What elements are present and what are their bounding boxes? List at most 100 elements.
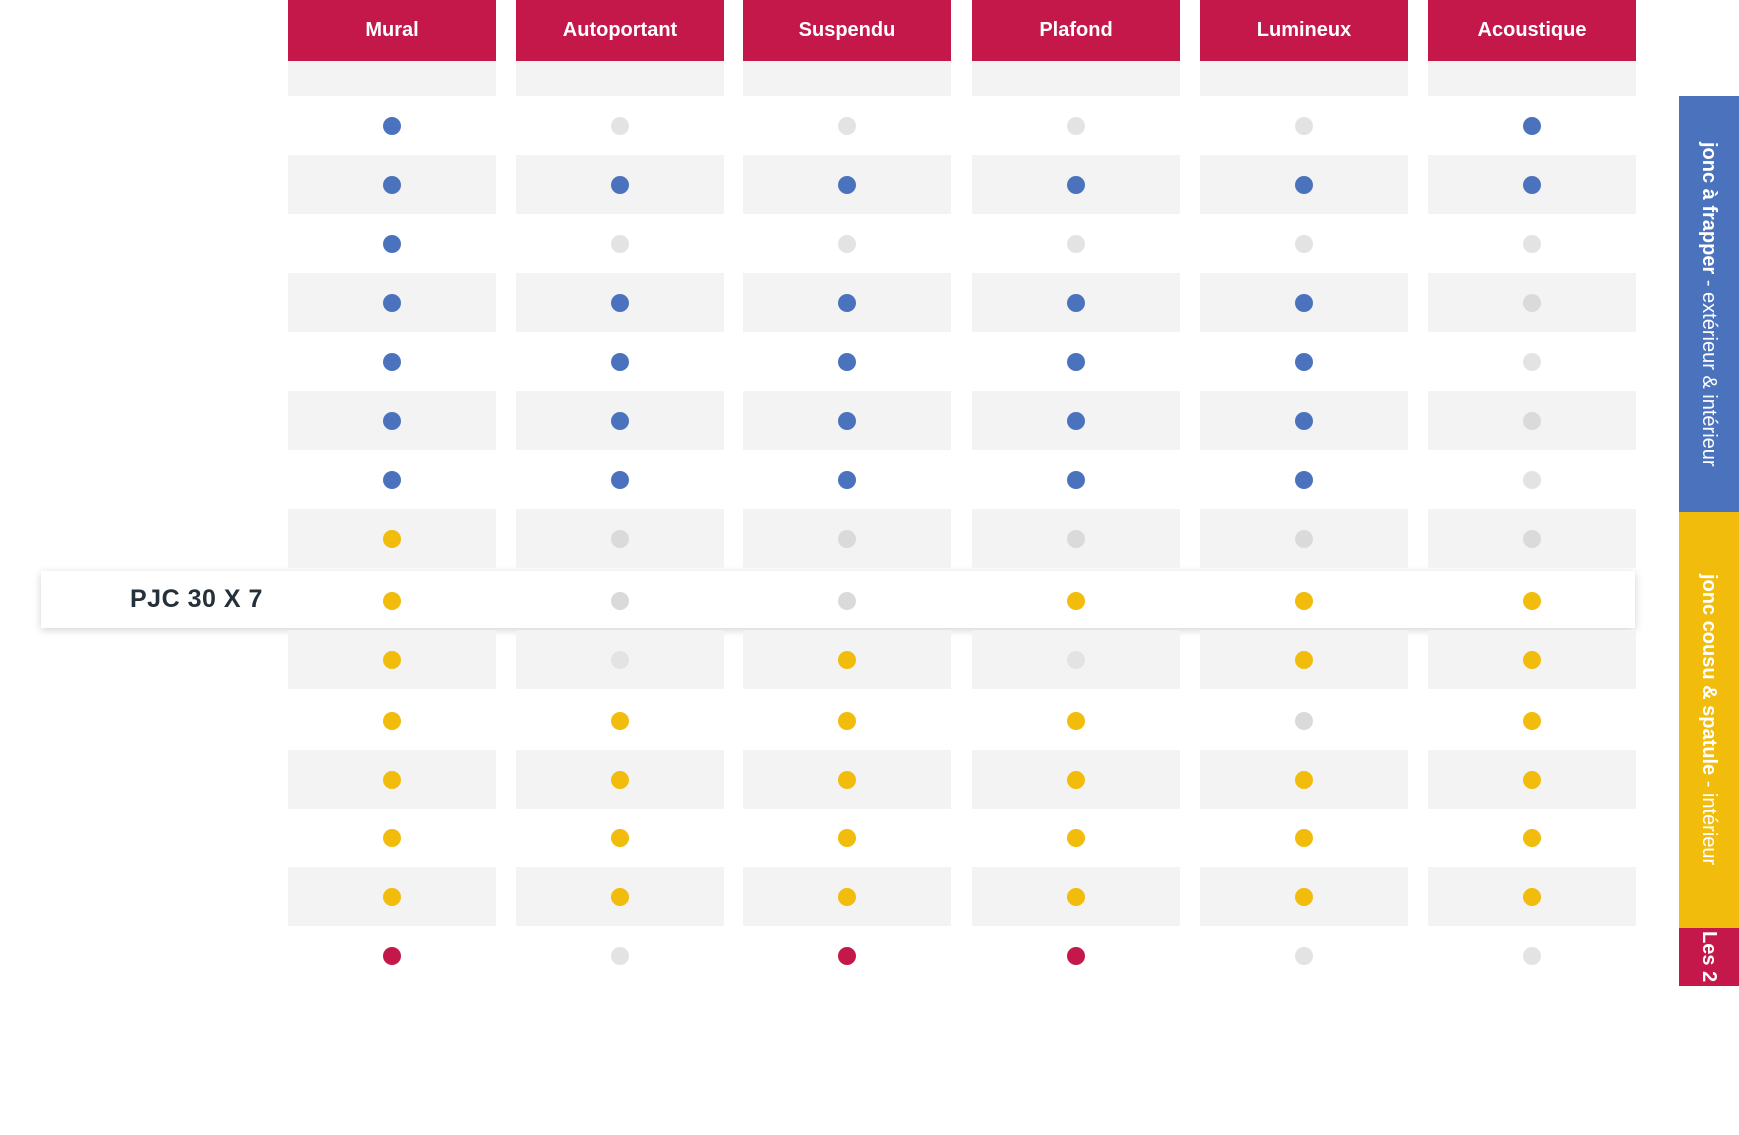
side-tab-label: jonc à frapper - extérieur & intérieur xyxy=(1697,142,1721,467)
status-dot-grey xyxy=(611,116,629,135)
side-tab-label-bold: jonc à frapper xyxy=(1698,141,1720,274)
column-subheader xyxy=(288,61,496,96)
table-cell xyxy=(288,867,496,926)
status-dot-grey xyxy=(611,650,629,669)
table-cell xyxy=(288,926,496,985)
status-dot-grey xyxy=(838,116,856,135)
table-cell xyxy=(743,96,951,155)
status-dot-grey xyxy=(838,234,856,253)
status-dot-blue xyxy=(1295,411,1313,430)
table-cell xyxy=(288,96,496,155)
table-cell xyxy=(743,750,951,809)
table-cell xyxy=(972,509,1180,568)
table-cell xyxy=(743,808,951,867)
table-cell xyxy=(743,691,951,750)
table-cell xyxy=(1200,750,1408,809)
table-cell xyxy=(1200,691,1408,750)
table-cell xyxy=(1428,926,1636,985)
column-subheader xyxy=(516,61,724,96)
side-tab-les-2[interactable]: Les 2 xyxy=(1679,928,1739,986)
table-cell xyxy=(288,214,496,273)
status-dot-grey xyxy=(1295,234,1313,253)
column-acoustique: Acoustique xyxy=(1428,0,1636,96)
table-cell xyxy=(1428,691,1636,750)
status-dot-yellow xyxy=(1523,650,1541,669)
status-dot-blue xyxy=(1295,175,1313,194)
table-cell xyxy=(516,691,724,750)
table-cell xyxy=(1200,391,1408,450)
status-dot-blue xyxy=(383,470,401,489)
status-dot-grey xyxy=(1523,234,1541,253)
table-cell xyxy=(972,273,1180,332)
column-suspendu: Suspendu xyxy=(743,0,951,96)
table-cell xyxy=(1428,867,1636,926)
side-tab-label: jonc cousu & spatule - intérieur xyxy=(1697,574,1721,865)
column-header: Autoportant xyxy=(516,0,724,61)
status-dot-grey xyxy=(1295,946,1313,965)
status-dot-blue xyxy=(611,175,629,194)
side-tab-jonc-a-frapper[interactable]: jonc à frapper - extérieur & intérieur xyxy=(1679,96,1739,512)
status-dot-blue xyxy=(383,293,401,312)
column-mural: Mural xyxy=(288,0,496,96)
table-cell xyxy=(1200,926,1408,985)
column-header: Acoustique xyxy=(1428,0,1636,61)
column-header: Suspendu xyxy=(743,0,951,61)
table-cell xyxy=(516,630,724,689)
table-cell xyxy=(516,332,724,391)
status-dot-yellow xyxy=(838,828,856,847)
table-cell xyxy=(972,450,1180,509)
table-cell xyxy=(1428,155,1636,214)
table-cell xyxy=(1200,509,1408,568)
table-cell xyxy=(288,273,496,332)
status-dot-blue xyxy=(1067,352,1085,371)
status-dot-grey xyxy=(1523,293,1541,312)
status-dot-blue xyxy=(838,352,856,371)
status-dot-blue xyxy=(383,352,401,371)
table-cell xyxy=(1200,630,1408,689)
table-cell xyxy=(516,450,724,509)
table-cell xyxy=(743,926,951,985)
status-dot-yellow xyxy=(611,887,629,906)
status-dot-blue xyxy=(383,116,401,135)
compatibility-table: Mural Autoportant Suspendu Plafond Lumin… xyxy=(130,0,1739,986)
status-dot-yellow xyxy=(1067,711,1085,730)
status-dot-yellow xyxy=(611,711,629,730)
table-cell xyxy=(288,155,496,214)
table-cell xyxy=(516,509,724,568)
status-dot-grey xyxy=(1523,411,1541,430)
table-cell xyxy=(743,630,951,689)
table-cell xyxy=(1200,808,1408,867)
table-cell xyxy=(288,391,496,450)
status-dot-grey xyxy=(838,529,856,548)
status-dot-blue xyxy=(1067,470,1085,489)
table-cell xyxy=(972,214,1180,273)
status-dot-grey xyxy=(1523,946,1541,965)
status-dot-yellow xyxy=(1067,887,1085,906)
table-cell xyxy=(516,155,724,214)
column-header: Lumineux xyxy=(1200,0,1408,61)
status-dot-yellow xyxy=(1067,591,1085,610)
status-dot-yellow xyxy=(1523,828,1541,847)
status-dot-blue xyxy=(838,470,856,489)
status-dot-yellow xyxy=(838,887,856,906)
table-cell xyxy=(1428,571,1636,630)
status-dot-grey xyxy=(1295,529,1313,548)
table-cell xyxy=(516,391,724,450)
status-dot-grey xyxy=(1523,352,1541,371)
status-dot-blue xyxy=(383,175,401,194)
status-dot-yellow xyxy=(383,529,401,548)
table-cell xyxy=(743,391,951,450)
status-dot-yellow xyxy=(1295,591,1313,610)
table-cell xyxy=(288,691,496,750)
status-dot-red xyxy=(383,946,401,965)
highlighted-row-label: PJC 30 X 7 xyxy=(130,585,263,613)
status-dot-blue xyxy=(838,411,856,430)
status-dot-yellow xyxy=(1295,887,1313,906)
table-cell xyxy=(972,391,1180,450)
status-dot-grey xyxy=(1067,116,1085,135)
status-dot-grey xyxy=(611,234,629,253)
status-dot-yellow xyxy=(1523,770,1541,789)
side-tab-jonc-cousu[interactable]: jonc cousu & spatule - intérieur xyxy=(1679,512,1739,928)
status-dot-blue xyxy=(611,411,629,430)
column-header: Mural xyxy=(288,0,496,61)
